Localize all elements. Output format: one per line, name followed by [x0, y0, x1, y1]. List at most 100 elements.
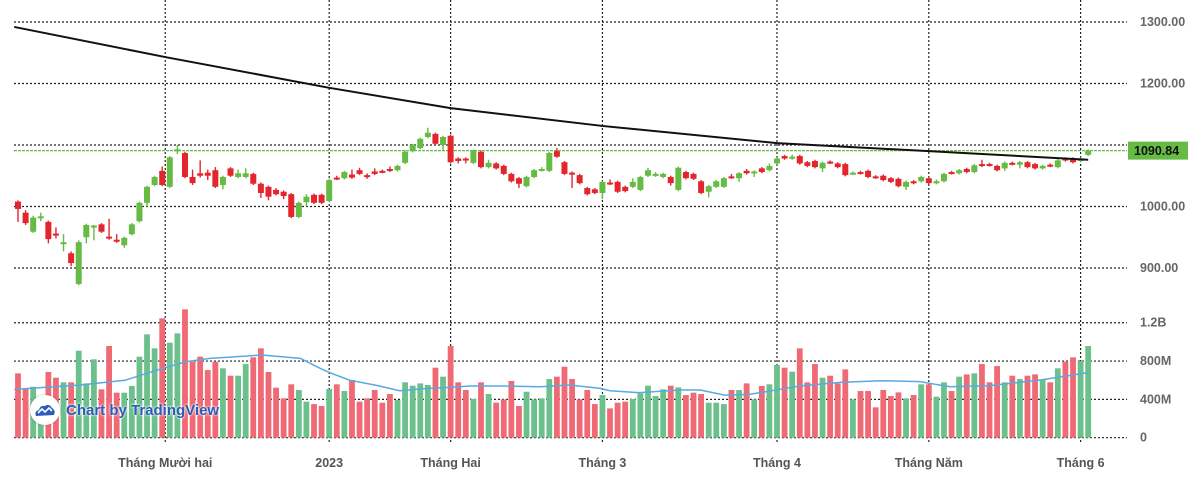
candle-body — [766, 165, 773, 171]
volume-bar — [819, 377, 826, 438]
candle-body — [637, 176, 644, 190]
candle-body — [940, 173, 947, 182]
volume-bar — [971, 373, 978, 438]
candle-body — [45, 221, 52, 240]
time-tick-label: Tháng Hai — [420, 456, 480, 470]
candle-body — [90, 225, 97, 228]
candle-body — [30, 217, 37, 232]
candle-body — [1024, 162, 1031, 168]
candle-body — [622, 186, 629, 192]
volume-bar — [516, 405, 522, 438]
volume-bar — [690, 392, 697, 438]
candle-body — [698, 181, 705, 193]
volume-bar — [83, 383, 90, 438]
volume-ma-line — [14, 354, 1089, 396]
volume-bar — [850, 399, 856, 438]
volume-bar — [1070, 357, 1076, 438]
long-moving-average — [14, 25, 1089, 161]
candle-body — [690, 173, 697, 179]
volume-bar — [371, 389, 378, 438]
volume-bar — [1085, 346, 1092, 438]
volume-bar — [1039, 380, 1046, 438]
volume-bar — [1024, 375, 1031, 438]
volume-bar — [235, 375, 242, 438]
tradingview-cloud-icon — [30, 395, 60, 425]
candle-body — [660, 173, 667, 177]
candle-body — [470, 151, 477, 163]
volume-bar — [364, 398, 371, 438]
candle-body — [295, 202, 302, 217]
candle-body — [197, 173, 204, 176]
volume-bar — [349, 380, 355, 438]
volume-bar — [887, 396, 894, 438]
volume-bar — [857, 391, 864, 438]
volume-bar — [645, 385, 651, 438]
volume-bar — [781, 367, 788, 438]
volume-bar — [660, 389, 667, 438]
volume-bar — [796, 348, 803, 438]
candle-body — [978, 164, 985, 167]
last-price-badge — [1128, 141, 1188, 160]
candle-body — [409, 145, 416, 152]
volume-bar — [273, 387, 279, 438]
volume-bar — [447, 346, 454, 438]
volume-bar — [523, 391, 530, 438]
time-tick-label: Tháng 6 — [1057, 456, 1105, 470]
candle-body — [341, 172, 348, 179]
candle-body — [174, 149, 181, 152]
candle-body — [895, 178, 902, 187]
volume-bar — [948, 391, 955, 438]
volume-bar — [379, 402, 386, 438]
candle-body — [151, 176, 158, 185]
candle-body — [857, 172, 864, 175]
volume-bar — [75, 350, 82, 438]
candle-body — [485, 162, 492, 168]
candle-body — [227, 168, 234, 176]
price-tick-label: 1200.00 — [1140, 77, 1185, 91]
volume-tick-label: 1.2B — [1140, 316, 1166, 330]
volume-bar — [485, 394, 492, 438]
candle-body — [986, 164, 993, 167]
candle-body — [311, 194, 318, 203]
volume-bar — [60, 382, 67, 438]
volume-bar — [774, 364, 780, 438]
volume-bar — [387, 394, 393, 438]
candle-body — [910, 181, 917, 184]
candle-body — [318, 194, 325, 203]
candle-body — [379, 170, 386, 173]
volume-bar — [1009, 375, 1016, 438]
time-tick-label: Tháng Mười hai — [118, 456, 212, 470]
candle-body — [1016, 162, 1023, 165]
candle-body — [212, 170, 219, 187]
volume-bar — [933, 396, 940, 438]
candle-body — [235, 173, 242, 177]
volume-bar — [652, 396, 659, 438]
volume-bar — [1054, 368, 1061, 438]
volume-tick-label: 800M — [1140, 354, 1171, 368]
candle-body — [280, 191, 287, 197]
volume-bar — [303, 401, 310, 438]
candle-body — [849, 172, 856, 175]
candle-body — [75, 242, 82, 284]
volume-bar — [538, 398, 545, 438]
volume-bar — [561, 366, 568, 438]
volume-bar — [675, 387, 682, 438]
candle-body — [591, 189, 598, 193]
volume-bar — [622, 401, 629, 438]
candle-body — [219, 176, 226, 185]
volume-bar — [834, 383, 841, 438]
volume-bar — [584, 389, 591, 438]
candle-body — [887, 178, 894, 182]
volume-bar — [812, 364, 818, 438]
volume-bar — [106, 346, 112, 438]
candle-body — [15, 201, 21, 209]
volume-bar — [728, 389, 735, 438]
candle-body — [751, 171, 758, 174]
candle-body — [789, 156, 796, 159]
candle-body — [682, 172, 689, 179]
candles — [15, 127, 1092, 286]
candle-body — [925, 178, 932, 184]
tradingview-logo[interactable]: Chart by TradingView — [30, 394, 219, 426]
candle-body — [804, 162, 811, 166]
